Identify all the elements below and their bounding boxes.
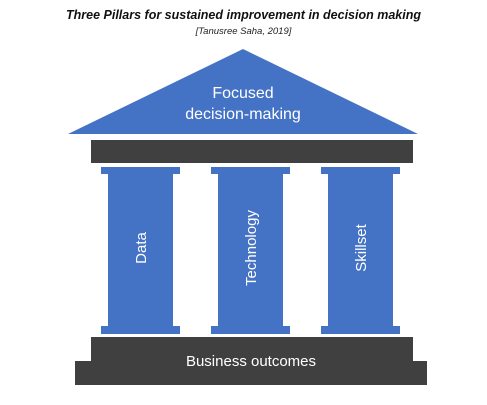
pillar-technology-label: Technology <box>243 210 260 286</box>
pillar-skillset-label: Skillset <box>353 223 370 271</box>
base-lower-step <box>75 361 427 385</box>
roof-label-line1: Focused <box>212 85 273 102</box>
entablature <box>91 140 413 163</box>
diagram-citation: [Tanusree Saha, 2019] <box>195 26 292 37</box>
pillar-skillset-base <box>321 326 400 334</box>
pillar-data <box>108 174 173 326</box>
roof-label-line2: decision-making <box>185 106 301 123</box>
pillar-technology-base <box>211 326 290 334</box>
pillar-skillset-capital <box>321 167 400 174</box>
pillar-data-base <box>101 326 180 334</box>
roof-pediment <box>68 49 418 134</box>
pillar-data-capital <box>101 167 180 174</box>
diagram-title: Three Pillars for sustained improvement … <box>66 8 421 22</box>
pillar-skillset <box>328 174 393 326</box>
pillar-data-label: Data <box>133 232 150 264</box>
pillar-technology <box>218 174 283 326</box>
base-label: Business outcomes <box>186 353 316 370</box>
pillar-technology-capital <box>211 167 290 174</box>
base-upper-step <box>91 337 413 361</box>
